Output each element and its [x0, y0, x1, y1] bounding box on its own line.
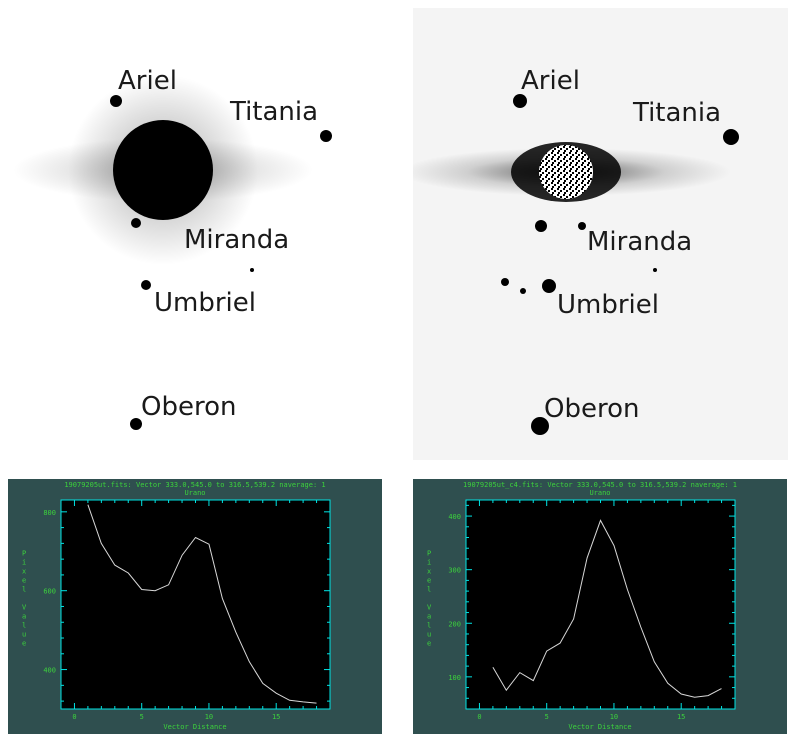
profile-chart: 19079205ut_c4.fits: Vector 333.0,545.0 t… [427, 481, 737, 731]
tick-group: 0 5 10 15 100 200 300 400 [448, 500, 736, 721]
moon-label-titania: Titania [633, 98, 722, 128]
subtracted-planet [539, 145, 593, 199]
plot-area [60, 499, 331, 710]
moon-dot-titania [320, 130, 332, 142]
moon-label-miranda: Miranda [184, 225, 290, 255]
plot-area [465, 499, 736, 710]
series-line [492, 519, 722, 698]
y-tick-label: 800 [43, 509, 56, 517]
x-tick-label: 10 [610, 713, 618, 721]
x-axis-label: Vector Distance [568, 723, 631, 731]
plot-header: 19079205ut.fits: Vector 333.0,545.0 to 3… [64, 481, 325, 489]
moon-label-titania: Titania [230, 97, 319, 127]
x-tick-label: 0 [72, 713, 76, 721]
moon-dot-miranda [131, 218, 141, 228]
plot-title: Urano [589, 489, 610, 497]
profile-plot-original: 19079205ut.fits: Vector 333.0,545.0 to 3… [8, 479, 382, 734]
faint-object [520, 288, 526, 294]
x-tick-label: 0 [477, 713, 481, 721]
moon-label-ariel: Ariel [118, 66, 177, 96]
y-tick-label: 400 [448, 513, 461, 521]
tick-group: 0 5 10 15 400 600 800 [43, 500, 331, 721]
x-tick-label: 5 [140, 713, 144, 721]
x-tick-label: 15 [272, 713, 280, 721]
series-line [87, 504, 317, 704]
moon-dot-ariel [513, 94, 527, 108]
moon-dot-miranda [535, 220, 547, 232]
uranus-image-processed-graphic [413, 94, 739, 435]
plot-header: 19079205ut_c4.fits: Vector 333.0,545.0 t… [463, 481, 737, 489]
plot-title: Urano [184, 489, 205, 497]
moon-label-ariel: Ariel [521, 66, 580, 96]
moon-dot-umbriel [542, 279, 556, 293]
x-tick-label: 5 [545, 713, 549, 721]
moon-label-miranda: Miranda [587, 227, 693, 257]
moon-label-oberon: Oberon [141, 392, 237, 422]
x-tick-label: 10 [205, 713, 213, 721]
faint-star [250, 268, 254, 272]
profile-plot-processed: 19079205ut_c4.fits: Vector 333.0,545.0 t… [413, 479, 787, 734]
moon-dot-oberon [531, 417, 549, 435]
uranus-image-original-graphic [13, 75, 332, 430]
y-tick-label: 100 [448, 674, 461, 682]
moon-dot-umbriel [141, 280, 151, 290]
moon-dot-titania [723, 129, 739, 145]
uranus-image-processed: Ariel Titania Miranda Umbriel Oberon [413, 8, 788, 460]
moon-label-oberon: Oberon [544, 394, 640, 424]
uranus-disk [113, 120, 213, 220]
moon-dot-oberon [130, 418, 142, 430]
y-tick-label: 200 [448, 620, 461, 628]
uranus-image-original: Ariel Titania Miranda Umbriel Oberon [8, 8, 392, 460]
faint-star [653, 268, 657, 272]
moon-label-umbriel: Umbriel [557, 290, 659, 320]
moon-label-umbriel: Umbriel [154, 288, 256, 318]
faint-moonlet [578, 222, 586, 230]
moon-dot-ariel [110, 95, 122, 107]
faint-object [501, 278, 509, 286]
y-tick-label: 400 [43, 667, 56, 675]
y-tick-label: 300 [448, 567, 461, 575]
profile-chart: 19079205ut.fits: Vector 333.0,545.0 to 3… [22, 481, 331, 731]
x-axis-label: Vector Distance [163, 723, 226, 731]
x-tick-label: 15 [677, 713, 685, 721]
y-tick-label: 600 [43, 588, 56, 596]
